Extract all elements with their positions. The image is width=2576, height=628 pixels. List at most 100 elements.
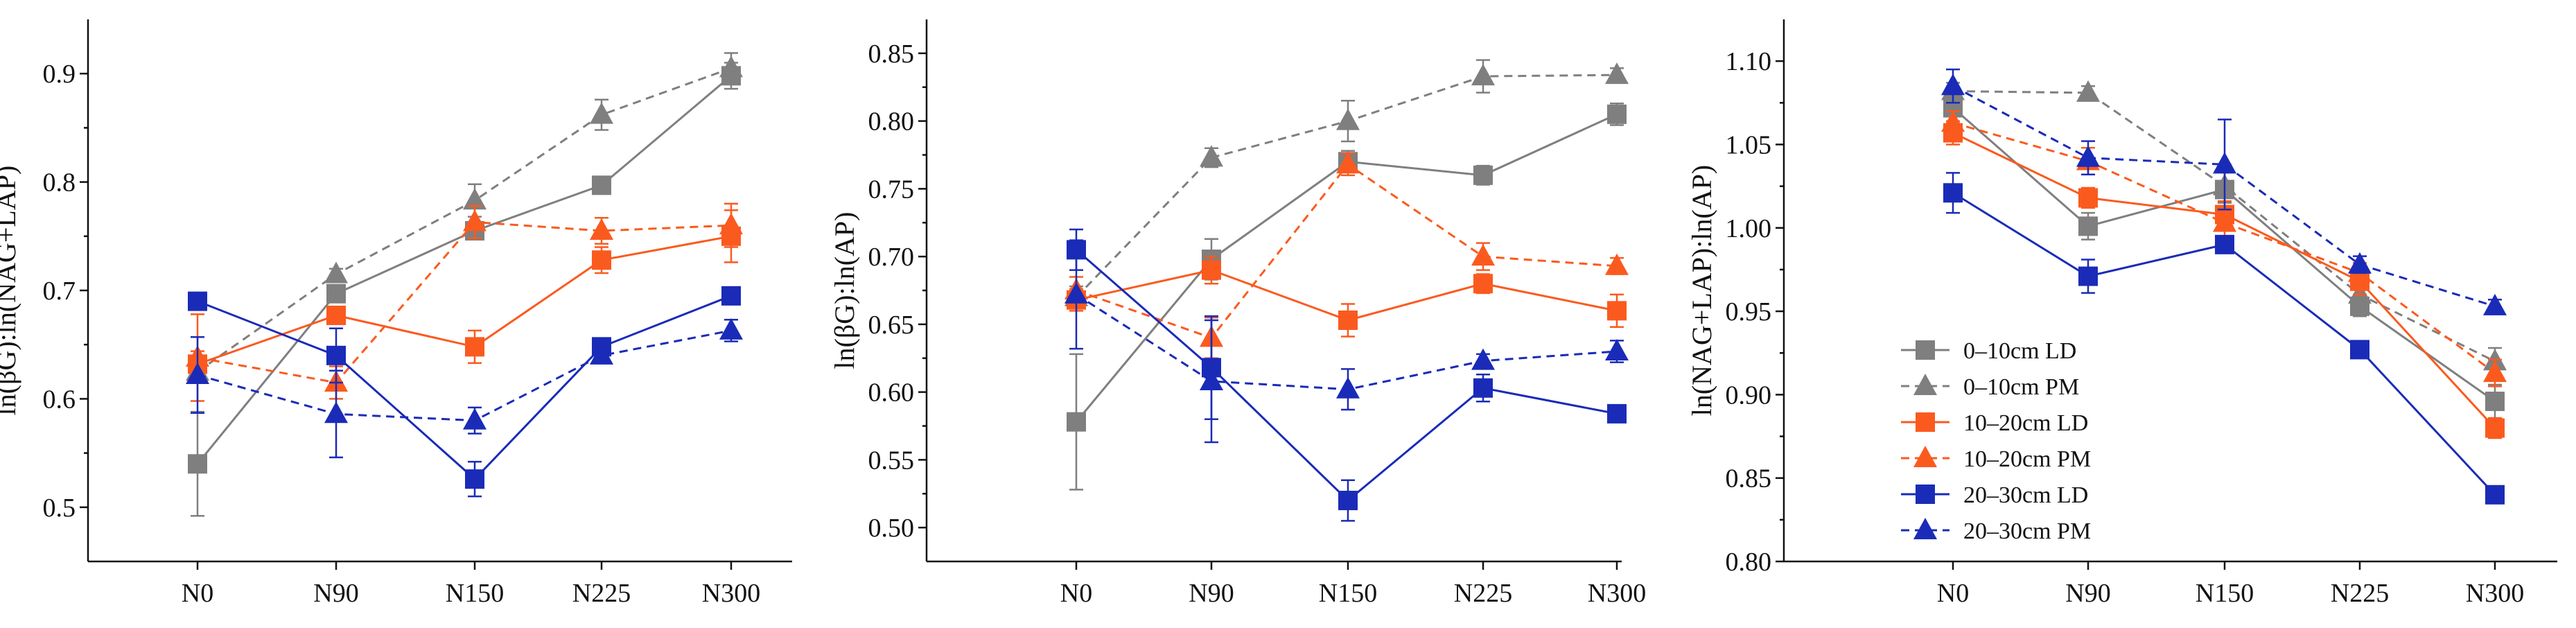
legend-label: 10–20cm PM — [1963, 446, 2091, 472]
data-point — [2485, 392, 2505, 412]
data-point — [2215, 234, 2234, 254]
data-point — [2076, 145, 2100, 167]
data-point — [1338, 491, 1358, 511]
data-point — [1067, 412, 1086, 432]
data-point — [463, 188, 487, 210]
data-point — [324, 401, 348, 424]
y-tick-label: 0.50 — [868, 514, 915, 543]
y-tick-label: 0.85 — [1726, 464, 1772, 494]
series-line — [1952, 121, 2496, 374]
data-point — [719, 317, 743, 340]
data-point — [465, 469, 484, 489]
y-tick-label: 1.05 — [1726, 130, 1772, 159]
panel-1: 0.5 0.6 0.7 0.8 0.9 N0 N90 N150 N225 N300 ln(βG):l… — [0, 19, 792, 608]
x-tick-label: N150 — [446, 579, 504, 608]
data-point — [1200, 368, 1223, 390]
data-point — [2485, 418, 2505, 438]
data-point — [1200, 145, 1223, 167]
data-point — [326, 284, 346, 304]
data-point — [1605, 62, 1629, 85]
y-tick-label: 0.60 — [868, 378, 915, 408]
series-5 — [1067, 228, 1627, 522]
data-point — [2485, 485, 2505, 505]
y-tick-label: 0.55 — [868, 446, 915, 475]
data-point — [324, 261, 348, 284]
legend-marker — [1916, 340, 1935, 360]
x-tick-label: N0 — [1937, 579, 1969, 608]
data-point — [1336, 376, 1360, 399]
series-line — [1952, 89, 2496, 363]
data-point — [1605, 253, 1629, 275]
series-line — [197, 295, 732, 481]
y-tick-label: 0.5 — [43, 494, 76, 523]
data-point — [463, 209, 487, 232]
series-3 — [1067, 255, 1627, 338]
y-axis-label: ln(βG):ln(NAG+LAP) — [0, 166, 21, 416]
data-point — [592, 175, 611, 195]
panel-3: 0.80 0.85 0.90 0.95 1.00 1.05 1.10 N0 N90 N150 N22… — [1686, 19, 2557, 608]
data-point — [1607, 403, 1627, 424]
data-point — [590, 218, 613, 240]
series-2 — [186, 52, 743, 382]
data-point — [592, 250, 611, 270]
data-point — [2078, 266, 2098, 286]
legend-label: 20–30cm LD — [1963, 482, 2088, 508]
y-tick-label: 0.8 — [43, 168, 76, 198]
legend-label: 0–10cm LD — [1963, 338, 2076, 364]
legend-marker — [1913, 374, 1937, 395]
data-point — [1471, 348, 1495, 370]
legend-marker — [1916, 485, 1935, 504]
data-point — [2076, 80, 2100, 102]
legend-label: 10–20cm LD — [1963, 410, 2088, 436]
series-line — [197, 220, 732, 384]
x-tick-label: N90 — [1189, 579, 1234, 608]
series-line — [1076, 249, 1618, 503]
data-point — [2483, 293, 2507, 315]
series-1 — [188, 62, 741, 517]
series-6 — [186, 317, 743, 459]
y-axis-label: ln(βG):ln(AP) — [829, 212, 860, 369]
data-point — [1941, 73, 1965, 96]
x-tick-label: N90 — [2065, 579, 2110, 608]
y-tick-label: 0.95 — [1726, 297, 1772, 326]
x-tick-label: N300 — [2466, 579, 2524, 608]
data-point — [1471, 64, 1495, 86]
data-point — [1338, 311, 1358, 331]
series-6 — [1064, 239, 1629, 444]
series-line — [1952, 85, 2496, 308]
legend-marker — [1913, 518, 1937, 539]
y-tick-label: 0.75 — [868, 175, 915, 204]
y-tick-label: 0.9 — [43, 60, 76, 89]
x-tick-label: N225 — [572, 579, 631, 608]
legend: 0–10cm LD 0–10cm PM 10–20cm LD 10–20cm PM 20… — [1901, 338, 2091, 544]
x-tick-label: N300 — [702, 579, 760, 608]
y-tick-label: 1.10 — [1726, 47, 1772, 76]
x-tick-label: N150 — [1319, 579, 1377, 608]
y-tick-label: 0.70 — [868, 243, 915, 272]
data-point — [326, 305, 346, 325]
data-point — [463, 408, 487, 430]
series-6 — [1941, 68, 2507, 315]
data-point — [326, 345, 346, 365]
y-tick-label: 1.00 — [1726, 214, 1772, 243]
data-point — [590, 342, 613, 365]
legend-label: 20–30cm PM — [1963, 518, 2091, 544]
data-point — [1064, 281, 1088, 304]
x-tick-label: N90 — [313, 579, 358, 608]
legend-marker — [1916, 412, 1935, 432]
x-tick-label: N150 — [2196, 579, 2254, 608]
series-line — [1076, 293, 1618, 391]
data-point — [186, 362, 209, 384]
x-tick-label: N225 — [2331, 579, 2389, 608]
y-axis-label: ln(NAG+LAP):ln(AP) — [1686, 165, 1717, 417]
y-tick-label: 0.80 — [868, 107, 915, 137]
data-point — [1607, 301, 1627, 321]
data-point — [2078, 188, 2098, 208]
x-tick-label: N300 — [1588, 579, 1646, 608]
data-point — [188, 454, 207, 474]
series-line — [1075, 73, 1618, 298]
y-tick-label: 0.80 — [1726, 548, 1772, 577]
data-point — [719, 213, 743, 235]
data-point — [188, 291, 207, 311]
data-point — [2483, 360, 2507, 383]
